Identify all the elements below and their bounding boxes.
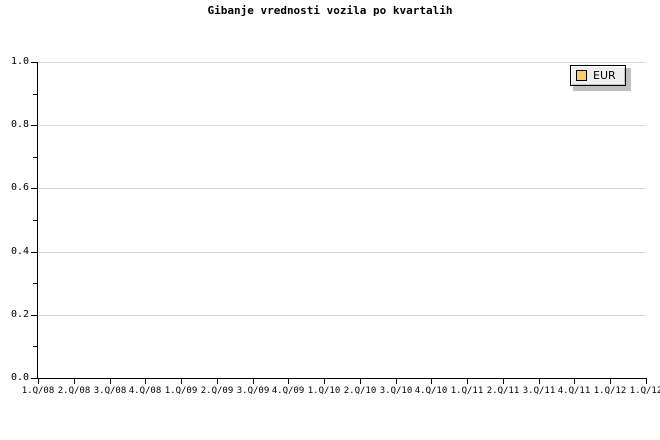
x-axis-tick [288,379,289,384]
x-axis-tick [324,379,325,384]
x-axis-tick [181,379,182,384]
legend-label-eur: EUR [593,69,616,82]
gridline [38,314,646,316]
x-axis-tick-label: 3.Q/10 [379,386,413,396]
x-axis-tick [360,379,361,384]
x-axis-tick-label: 2.Q/10 [343,386,377,396]
legend-swatch-eur-icon [576,70,587,81]
y-axis-tick-label: 0.0 [10,372,29,383]
y-axis-tick-label: 0.6 [10,182,29,194]
y-axis-tick [31,62,37,63]
x-axis-tick [217,379,218,384]
gridline [38,125,646,127]
x-axis-tick-label: 4.Q/08 [128,386,162,396]
x-axis-tick [74,379,75,384]
y-axis-minor-tick [33,346,37,348]
x-axis-tick-label: 1.Q/11 [450,386,484,396]
gridline [38,251,646,253]
x-axis-tick-label: 2.Q/09 [200,386,234,396]
y-axis-tick [31,251,37,253]
gridline [38,188,646,190]
x-axis-tick-label: 4.Q/10 [414,386,448,396]
x-axis-tick-label: 3.Q/09 [236,386,270,396]
x-axis-tick [38,379,39,384]
y-axis-tick [31,314,37,316]
x-axis-tick-label: 3.Q/08 [93,386,127,396]
x-axis-tick-label: 1.Q/08 [21,386,55,396]
x-axis-tick-label: 2.Q/11 [486,386,520,396]
x-axis-tick [253,379,254,384]
y-axis-tick [31,378,37,379]
x-axis-tick-label: 4.Q/11 [557,386,591,396]
x-axis-tick-label: 1.Q/10 [307,386,341,396]
x-axis-tick [574,379,575,384]
chart-title: Gibanje vrednosti vozila po kvartalih [207,4,453,17]
y-axis-minor-tick [33,220,37,221]
x-axis-tick [646,379,647,384]
y-axis-minor-tick [33,283,37,285]
x-axis-tick [610,379,611,384]
x-axis-tick-label: 1.Q/12 [629,386,660,396]
x-axis-tick [431,379,432,384]
x-axis-tick [110,379,111,384]
x-axis-tick [396,379,397,384]
y-axis-tick-label: 1.0 [10,56,29,67]
legend[interactable]: EUR [570,65,626,86]
x-axis-tick [539,379,540,384]
y-axis-tick [31,188,37,190]
x-axis-tick-label: 2.Q/08 [57,386,91,396]
y-axis-tick-label: 0.4 [10,245,29,257]
x-axis-tick [145,379,146,384]
y-axis-tick [31,125,37,127]
x-axis-tick [467,379,468,384]
x-axis-tick-label: 4.Q/09 [271,386,305,396]
y-axis-tick-label: 0.8 [10,119,29,131]
gridline [38,62,646,63]
x-axis-tick-label: 1.Q/12 [593,386,627,396]
y-axis-minor-tick [33,156,37,158]
x-axis-tick-label: 3.Q/11 [522,386,556,396]
y-axis-tick-label: 0.2 [10,308,29,320]
y-axis-minor-tick [33,93,37,95]
x-axis-line [37,378,647,379]
x-axis-tick [503,379,504,384]
x-axis-tick-label: 1.Q/09 [164,386,198,396]
plot-area [38,62,646,379]
y-axis-line [37,62,38,379]
